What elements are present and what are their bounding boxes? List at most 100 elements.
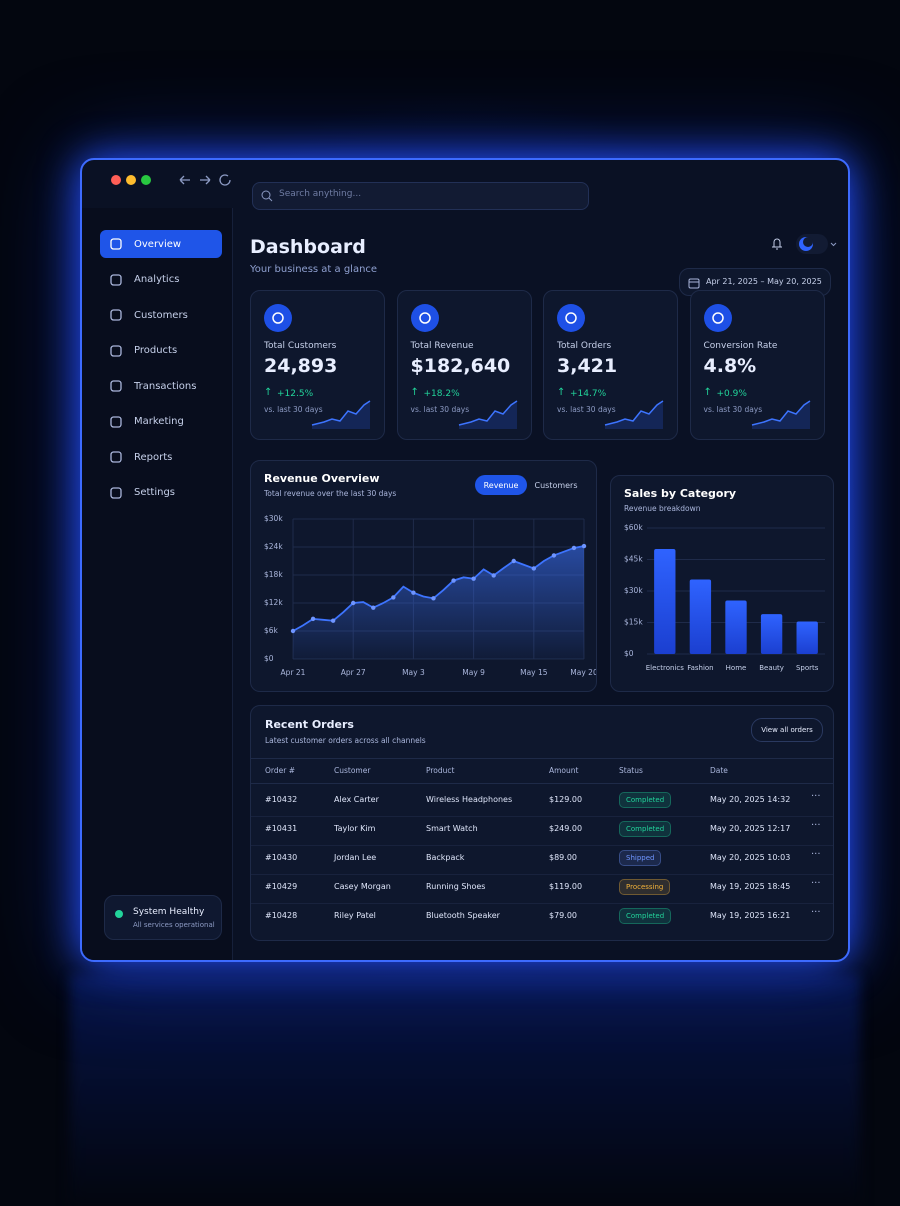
table-cell: Backpack xyxy=(426,853,465,862)
point xyxy=(571,545,577,551)
search-box[interactable]: Search anything... xyxy=(252,182,589,210)
kpi-note: vs. last 30 days xyxy=(410,405,470,414)
column-header: Status xyxy=(619,766,643,775)
nav-item[interactable]: Customers xyxy=(100,301,222,329)
nav-icon xyxy=(110,273,122,286)
icon-circle xyxy=(264,304,292,332)
tab[interactable] xyxy=(475,475,527,495)
row-menu[interactable]: ··· xyxy=(811,849,821,860)
point xyxy=(371,605,376,610)
kpi-label: Total Revenue xyxy=(410,341,474,351)
kpi-card: Total Orders 3,421 ↑ +14.7% vs. last 30 days xyxy=(543,290,678,440)
page-title: Dashboard xyxy=(250,236,366,258)
table-cell: May 20, 2025 12:17 xyxy=(710,824,791,833)
icon-shape xyxy=(110,309,122,321)
kpi-note: vs. last 30 days xyxy=(703,405,763,414)
x-tick-label: Fashion xyxy=(687,664,713,672)
sparkline xyxy=(751,400,810,429)
point xyxy=(451,578,456,583)
nav-label: Overview xyxy=(134,238,182,250)
row-menu[interactable]: ··· xyxy=(811,791,821,802)
point xyxy=(351,600,356,606)
kpi-arrow: ↑ xyxy=(410,387,419,398)
table-cell: May 19, 2025 16:21 xyxy=(710,911,791,920)
chart-subtitle: Total revenue over the last 30 days xyxy=(263,489,396,498)
nav-item[interactable]: Products xyxy=(100,337,222,365)
chart-card: Sales by Category Revenue breakdown $0 $15k… xyxy=(610,475,834,692)
top-icons[interactable] xyxy=(770,232,840,256)
row-divider xyxy=(251,903,833,904)
nav-item[interactable]: Analytics xyxy=(100,266,222,294)
point xyxy=(491,573,496,578)
table-cell: $89.00 xyxy=(549,853,577,862)
search-placeholder: Search anything... xyxy=(279,189,362,199)
status-badge: Completed xyxy=(619,821,672,837)
icon-shape xyxy=(110,344,122,357)
status-label: Completed xyxy=(626,825,665,833)
y-tick-label: $24k xyxy=(264,542,283,551)
reflection xyxy=(70,975,860,1206)
kpi-change: +14.7% xyxy=(570,389,607,399)
nav-item[interactable]: Reports xyxy=(100,443,222,471)
row-menu[interactable]: ··· xyxy=(811,907,821,918)
point xyxy=(290,628,296,634)
row-menu[interactable]: ··· xyxy=(811,878,821,889)
point xyxy=(411,590,416,595)
nav-item[interactable]: Transactions xyxy=(100,372,222,400)
column-header: Customer xyxy=(334,766,371,775)
status-title: System Healthy xyxy=(133,907,205,917)
nav-icon xyxy=(110,309,122,321)
column-header: Date xyxy=(710,766,728,775)
bar xyxy=(654,549,676,654)
x-tick-label: May 3 xyxy=(402,668,425,677)
row-menu[interactable]: ··· xyxy=(811,820,821,831)
kpi-note: vs. last 30 days xyxy=(557,405,616,414)
kpi-icon xyxy=(703,304,732,332)
kpi-arrow: ↑ xyxy=(703,387,712,398)
nav-item[interactable]: Overview xyxy=(100,230,222,258)
point xyxy=(511,558,516,564)
kpi-card: Conversion Rate 4.8% ↑ +0.9% vs. last 30 day… xyxy=(689,290,825,440)
row-divider xyxy=(251,845,833,846)
point xyxy=(531,566,537,571)
kpi-change: +0.9% xyxy=(716,389,747,399)
nav-item[interactable]: Marketing xyxy=(100,408,222,436)
tab-label: Revenue xyxy=(484,481,519,490)
x-tick-label: Home xyxy=(726,664,747,672)
nav-label: Reports xyxy=(134,451,173,463)
nav-icon xyxy=(110,451,122,463)
sparkline-area xyxy=(312,401,370,429)
x-tick-label: May 9 xyxy=(462,668,485,677)
icon-shape xyxy=(110,380,122,392)
x-tick-label: Apr 21 xyxy=(281,668,306,677)
icon-glyph xyxy=(711,312,724,324)
sparkline-area xyxy=(458,401,517,429)
table-cell: Smart Watch xyxy=(426,824,478,833)
column-header: Order # xyxy=(265,766,295,775)
kpi-value: $182,640 xyxy=(410,355,511,377)
table-cell: May 19, 2025 18:45 xyxy=(710,882,791,891)
row-divider xyxy=(251,816,833,817)
table-cell: Running Shoes xyxy=(426,882,486,891)
status-label: Shipped xyxy=(626,854,655,862)
icon-circle xyxy=(410,304,439,332)
icon-shape xyxy=(110,273,122,286)
nav-icon xyxy=(110,344,122,357)
kpi-icon xyxy=(264,304,292,332)
view-all-button[interactable]: View all orders xyxy=(751,718,823,742)
kpi-value: 3,421 xyxy=(557,355,618,377)
nav-icon xyxy=(110,238,122,250)
x-tick-label: Beauty xyxy=(759,664,784,672)
sparkline-line xyxy=(458,400,517,426)
status-label: Completed xyxy=(626,912,665,920)
status-badge: Shipped xyxy=(619,850,662,866)
icon-glyph xyxy=(418,312,431,324)
bar xyxy=(760,614,783,654)
status-badge: Completed xyxy=(619,792,672,808)
nav-item[interactable]: Settings xyxy=(100,479,222,507)
status-badge: Completed xyxy=(619,908,672,924)
x-tick-label: May 20 xyxy=(570,668,596,677)
nav-label: Analytics xyxy=(134,274,180,285)
sparkline xyxy=(604,400,664,429)
nav-label: Marketing xyxy=(134,416,184,427)
